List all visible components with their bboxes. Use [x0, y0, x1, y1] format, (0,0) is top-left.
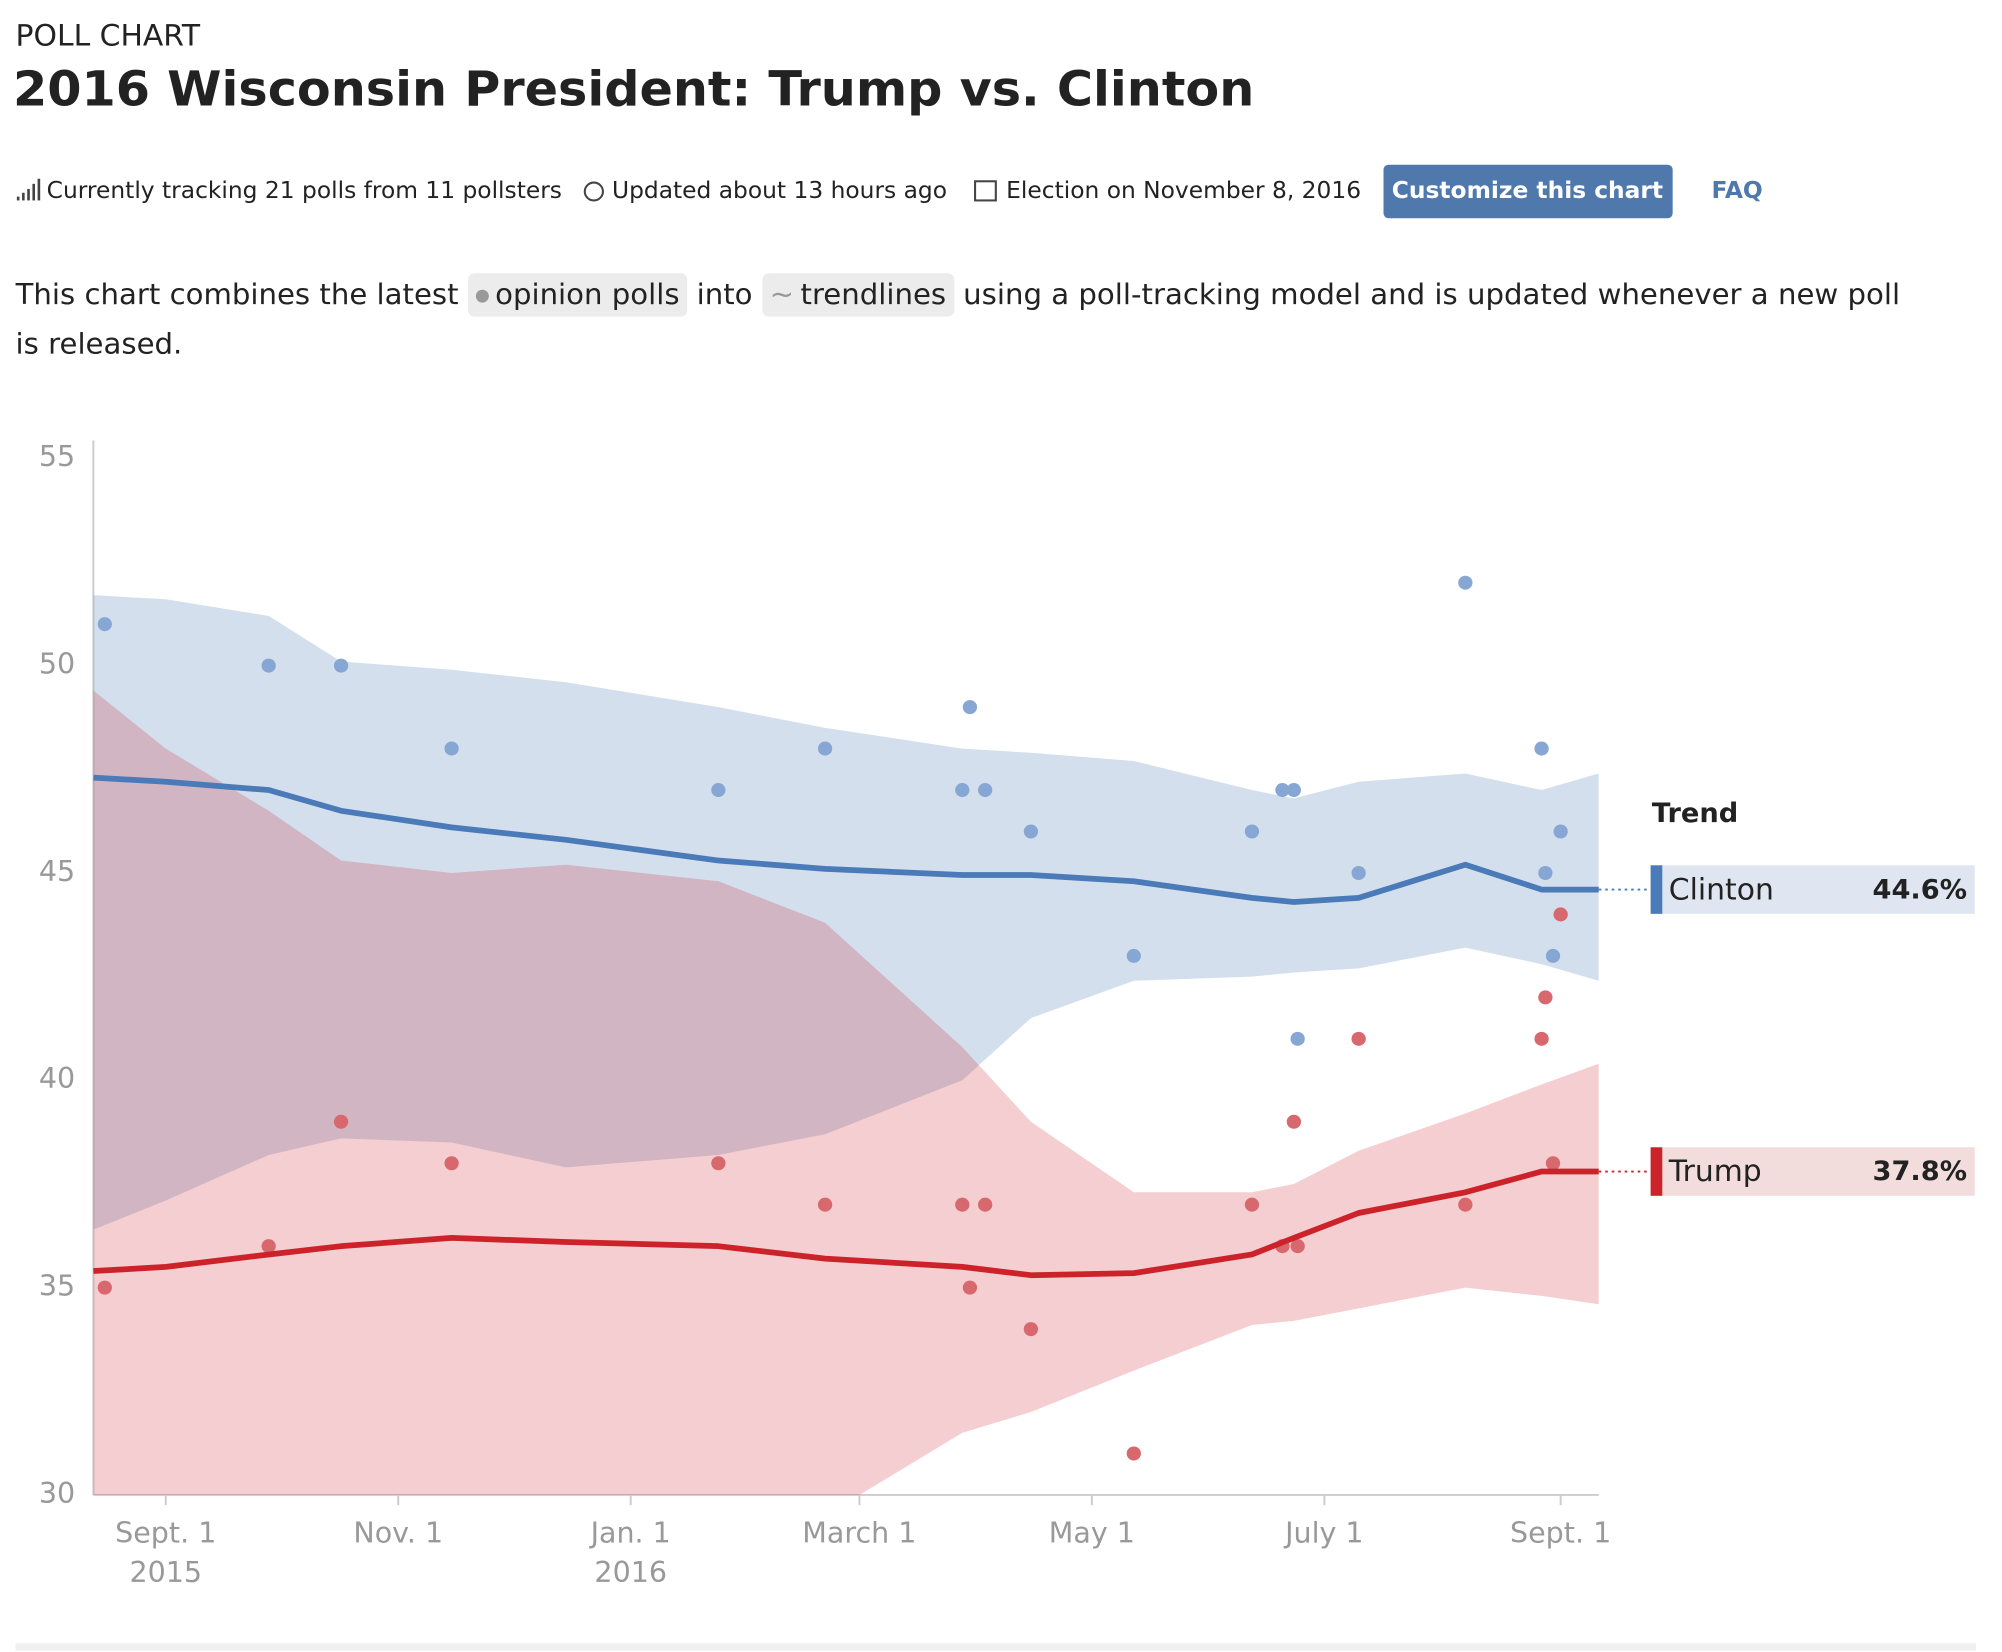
- poll-dot: [1290, 1239, 1305, 1254]
- trendlines-label: trendlines: [800, 278, 947, 312]
- poll-dot: [1244, 1197, 1260, 1212]
- polls-pill: opinion polls: [467, 273, 688, 317]
- page-title: 2016 Wisconsin President: Trump vs. Clin…: [13, 61, 1254, 118]
- legend-value: 37.8%: [1873, 1156, 1967, 1187]
- poll-dot: [1275, 783, 1290, 798]
- poll-dot: [962, 1280, 978, 1295]
- poll-dot: [955, 1197, 970, 1212]
- poll-dot: [444, 1156, 459, 1171]
- poll-dot: [978, 1197, 993, 1212]
- poll-dot: [1286, 1114, 1301, 1129]
- legend-title: Trend: [1652, 798, 1738, 829]
- x-tick-label: Sept. 1: [115, 1517, 216, 1550]
- y-tick-label: 45: [39, 855, 75, 888]
- poll-dot: [1244, 824, 1260, 839]
- x-tick-label: Nov. 1: [353, 1517, 443, 1550]
- poll-dot: [333, 1114, 349, 1129]
- y-tick-label: 35: [39, 1270, 75, 1303]
- intro-after: using a poll-tracking model and is updat…: [15, 278, 1901, 362]
- poll-dot: [1126, 948, 1141, 963]
- poll-dot: [261, 1239, 276, 1254]
- intro-into: into: [696, 278, 753, 312]
- legend-name: Clinton: [1669, 872, 1774, 906]
- intro-before: This chart combines the latest: [15, 278, 459, 312]
- tracking-info: Currently tracking 21 polls from 11 poll…: [47, 178, 562, 204]
- poll-dot: [1023, 1322, 1039, 1337]
- calendar-icon: [974, 180, 997, 202]
- poll-dot: [1534, 741, 1549, 756]
- bands: [93, 595, 1599, 1495]
- x-tick-label: July 1: [1283, 1517, 1364, 1550]
- poll-dot: [817, 1197, 833, 1212]
- legend-swatch: [1650, 1147, 1663, 1196]
- confidence-band: [93, 595, 1599, 1230]
- poll-dot: [1351, 865, 1366, 881]
- legend-name: Trump: [1668, 1154, 1762, 1188]
- poll-dot: [1458, 1197, 1473, 1212]
- y-tick-label: 30: [39, 1477, 75, 1510]
- poll-dot: [1545, 1156, 1561, 1171]
- poll-dot: [1286, 783, 1301, 798]
- poll-dot: [97, 1280, 112, 1295]
- marks: 30 35 40 45 50 55 Sept. 1 2015 Nov. 1 Jan. 1 2016 M…: [39, 440, 1975, 1589]
- trend-line: [93, 774, 1599, 905]
- intro-text: This chart combines the latest opinion p…: [16, 271, 1922, 371]
- updated-info: Updated about 13 hours ago: [612, 178, 947, 204]
- kicker: POLL CHART: [16, 19, 201, 53]
- x-tick-label: Jan. 1: [589, 1517, 671, 1550]
- poll-dot: [955, 783, 970, 798]
- poll-dot: [1126, 1446, 1141, 1461]
- legend-box: [1650, 1147, 1975, 1196]
- polls-label: opinion polls: [495, 278, 680, 312]
- legend-swatch: [1650, 865, 1663, 914]
- x-tick-label: March 1: [802, 1517, 916, 1550]
- customize-button-label[interactable]: Customize this chart: [1392, 178, 1663, 204]
- clock-icon: [583, 181, 604, 202]
- poll-dot: [978, 783, 993, 798]
- poll-dot: [1351, 1031, 1366, 1046]
- legend-value: 44.6%: [1873, 874, 1967, 905]
- poll-dot: [1545, 948, 1561, 963]
- intro: This chart combines the latest opinion p…: [16, 271, 1922, 371]
- poll-dot: [1458, 575, 1473, 590]
- poll-dot: [962, 700, 978, 715]
- poll-dot: [333, 658, 349, 673]
- y-tick-label: 40: [39, 1062, 75, 1095]
- election-info: Election on November 8, 2016: [1006, 178, 1361, 204]
- poll-dot: [711, 783, 726, 798]
- poll-dot: [1290, 1031, 1305, 1046]
- faq-link[interactable]: FAQ: [1712, 178, 1763, 204]
- y-tick-label: 50: [39, 648, 75, 681]
- x-tick-year: 2015: [129, 1556, 202, 1589]
- poll-dot: [817, 741, 833, 756]
- poll-dot: [444, 741, 459, 756]
- poll-dot: [97, 617, 112, 632]
- poll-dot: [1538, 990, 1553, 1005]
- legend-box: [1650, 865, 1975, 914]
- dot-icon: [475, 289, 489, 302]
- customize-button[interactable]: [1383, 164, 1673, 219]
- y-tick-label: 55: [39, 440, 75, 473]
- poll-dot: [711, 1156, 726, 1171]
- poll-dot: [1534, 1031, 1549, 1046]
- trend-icon: ~: [769, 278, 795, 312]
- poll-dot: [1553, 824, 1568, 839]
- poll-dot: [261, 658, 276, 673]
- x-tick-label: Sept. 1: [1510, 1517, 1611, 1550]
- poll-dot: [1023, 824, 1039, 839]
- trend-pill: ~ trendlines: [761, 273, 954, 317]
- confidence-band: [93, 690, 1599, 1495]
- poll-dot: [1553, 907, 1568, 922]
- trend-line: [93, 1168, 1599, 1279]
- bars-icon: [16, 178, 41, 201]
- x-tick-label: May 1: [1049, 1517, 1135, 1550]
- x-tick-year: 2016: [594, 1556, 667, 1589]
- poll-dot: [1538, 865, 1553, 881]
